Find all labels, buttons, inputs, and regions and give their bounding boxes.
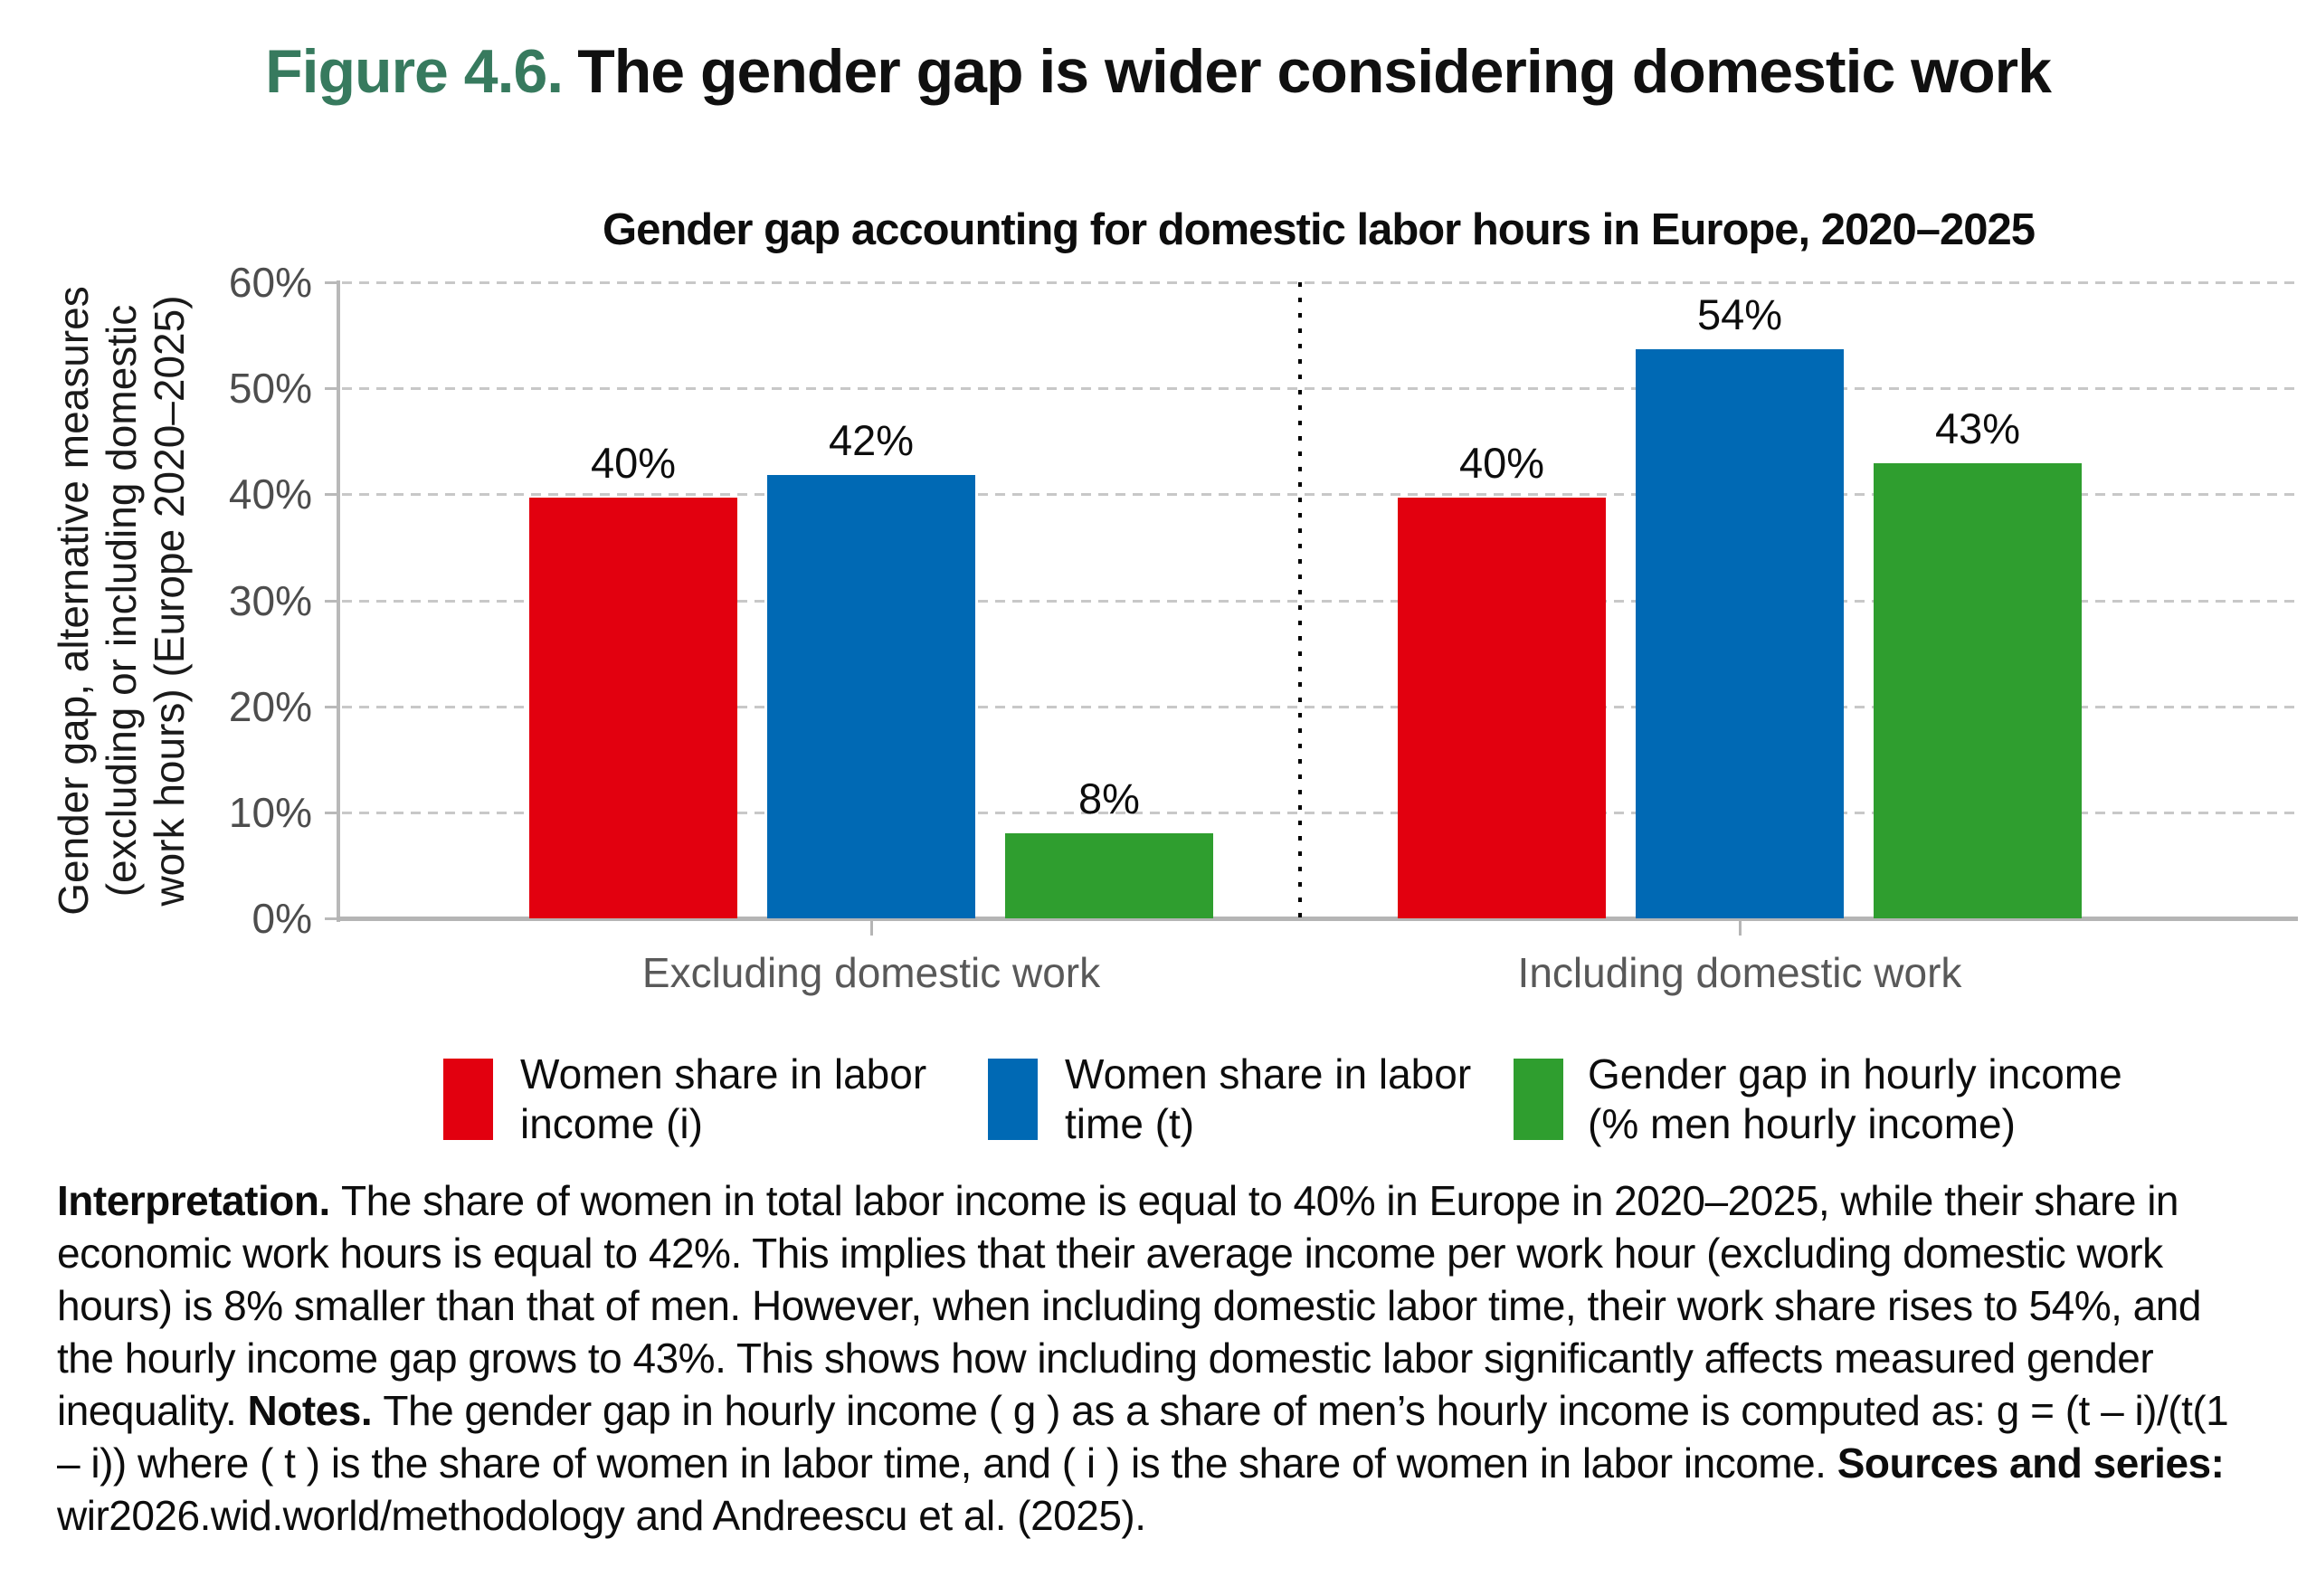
gridline: [342, 281, 2298, 284]
legend-swatch: [1514, 1059, 1563, 1140]
legend-label: Women share in labor income (i): [520, 1050, 927, 1147]
interpretation-bold-segment: Sources and series:: [1837, 1439, 2225, 1487]
bar-value-label: 43%: [1934, 404, 2021, 453]
y-tick: [325, 493, 338, 497]
y-tick-label: 0%: [252, 895, 312, 942]
gridline: [342, 387, 2298, 391]
bar: [1005, 833, 1213, 918]
y-tick-label: 10%: [228, 788, 312, 836]
bar-value-label: 8%: [1078, 774, 1140, 823]
legend-label: Gender gap in hourly income (% men hourl…: [1588, 1050, 2122, 1147]
interpretation-segment: The gender gap in hourly income ( g ) as…: [57, 1387, 2229, 1487]
y-tick: [325, 599, 338, 603]
y-tick-label: 40%: [228, 470, 312, 518]
gridline: [342, 599, 2298, 603]
gridline: [342, 705, 2298, 708]
x-tick: [870, 921, 873, 936]
y-tick: [325, 387, 338, 391]
interpretation-segment: wir2026.wid.world/methodology and Andree…: [57, 1492, 1146, 1539]
x-axis-group-label: Excluding domestic work: [641, 949, 1101, 996]
interpretation-bold-segment: Interpretation.: [57, 1177, 342, 1224]
x-axis-line: [337, 917, 2298, 921]
bar-value-label: 40%: [1458, 438, 1545, 487]
y-tick-label: 60%: [228, 259, 312, 306]
legend-swatch: [988, 1059, 1038, 1140]
interpretation-text: Interpretation. The share of women in to…: [57, 1174, 2246, 1542]
y-axis-line: [337, 280, 340, 922]
figure-title-text: The gender gap is wider considering dome…: [577, 37, 2052, 106]
y-tick: [325, 281, 338, 284]
bar: [1874, 463, 2082, 918]
legend-swatch: [443, 1059, 493, 1140]
y-tick: [325, 917, 338, 920]
bar-value-label: 42%: [828, 416, 915, 465]
x-tick: [1739, 921, 1742, 936]
x-axis-group-label: Including domestic work: [1517, 949, 1962, 996]
y-tick: [325, 811, 338, 814]
bar-value-label: 54%: [1696, 290, 1783, 338]
figure-title: Figure 4.6. The gender gap is wider consi…: [0, 36, 2316, 107]
interpretation-bold-segment: Notes.: [247, 1387, 384, 1434]
bar: [767, 475, 975, 918]
group-separator-dotted-line: [1298, 282, 1302, 918]
gridline: [342, 493, 2298, 497]
bar-value-label: 40%: [590, 438, 677, 487]
y-tick: [325, 705, 338, 708]
bar: [1398, 497, 1606, 918]
y-tick-label: 50%: [228, 365, 312, 413]
figure-number: Figure 4.6.: [265, 37, 564, 106]
gridline: [342, 811, 2298, 814]
legend-label: Women share in labor time (t): [1065, 1050, 1472, 1147]
interpretation-segment: The share of women in total labor income…: [57, 1177, 2201, 1434]
y-tick-label: 20%: [228, 682, 312, 730]
bar: [1636, 348, 1844, 918]
chart-title: Gender gap accounting for domestic labor…: [602, 205, 2036, 254]
y-tick-label: 30%: [228, 576, 312, 624]
bar: [529, 497, 737, 918]
